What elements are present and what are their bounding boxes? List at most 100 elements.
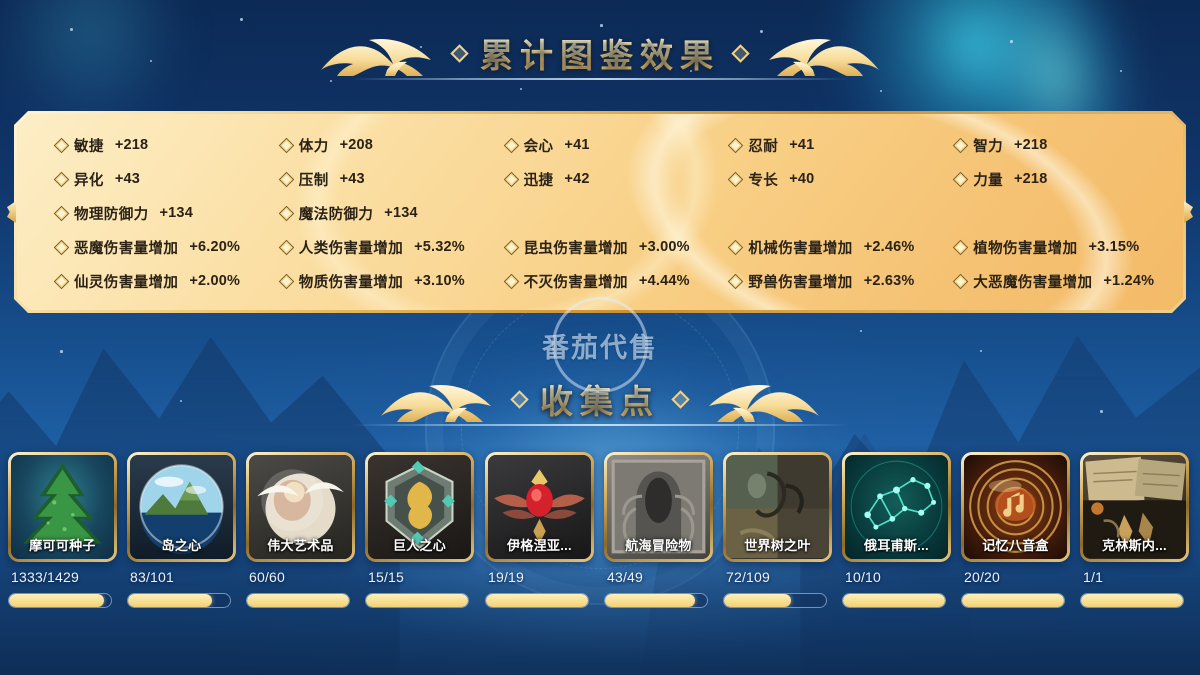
stat-label: 机械伤害量增加 — [748, 240, 853, 257]
collection-card[interactable]: 世界树之叶 72/109 — [723, 452, 832, 608]
card-label: 世界树之叶 — [744, 538, 811, 553]
collection-title: 收集点 — [540, 375, 660, 423]
stats-grid: 敏捷 +218 体力 +208 会心 +41 忍耐 +41 智力 +218 异化 +43 压制 +43 迅捷… — [14, 111, 1186, 313]
card-progress-fill — [247, 594, 349, 607]
stat-value: +134 — [159, 205, 193, 221]
card-label: 克林斯内... — [1102, 538, 1167, 553]
section-header-cumulative-effects: 累计图鉴效果 — [0, 22, 1200, 84]
card-frame[interactable]: 伊格涅亚... — [485, 452, 594, 562]
star — [1100, 410, 1103, 413]
card-frame[interactable]: 俄耳甫斯... — [842, 452, 951, 562]
card-label: 伊格涅亚... — [507, 538, 572, 553]
card-progress-bar[interactable] — [365, 593, 469, 608]
cumulative-effects-panel: 敏捷 +218 体力 +208 会心 +41 忍耐 +41 智力 +218 异化 +43 压制 +43 迅捷… — [7, 111, 1193, 313]
star — [980, 350, 983, 353]
card-count: 19/19 — [488, 569, 525, 585]
card-progress-bar[interactable] — [1080, 593, 1184, 608]
stat-value: +40 — [789, 171, 815, 187]
card-frame[interactable]: 巨人之心 — [365, 452, 474, 562]
stat-entry: 不灭伤害量增加 +4.44% — [503, 264, 731, 298]
stat-entry: 仙灵伤害量增加 +2.00% — [53, 264, 281, 298]
diamond-left-icon — [450, 43, 469, 63]
star — [860, 330, 862, 332]
card-progress-bar[interactable] — [127, 593, 231, 608]
star — [240, 18, 243, 21]
stat-label: 物理防御力 — [74, 206, 149, 223]
card-progress-bar[interactable] — [485, 593, 589, 608]
stat-entry: 异化 +43 — [53, 162, 281, 196]
stat-label: 智力 — [973, 138, 1003, 155]
stat-label: 不灭伤害量增加 — [523, 274, 628, 291]
card-frame[interactable]: 世界树之叶 — [723, 452, 832, 562]
stat-label: 野兽伤害量增加 — [748, 274, 853, 291]
bullet-diamond-icon — [53, 137, 70, 153]
card-count: 10/10 — [845, 569, 882, 585]
stat-value: +134 — [384, 205, 418, 221]
card-frame[interactable]: 伟大艺术品 — [246, 452, 355, 562]
card-progress-bar[interactable] — [723, 593, 827, 608]
section-header-collection-points: 收集点 — [0, 370, 1200, 428]
collection-card[interactable]: 航海冒险物 43/49 — [604, 452, 713, 608]
card-artwork-icon: 伊格涅亚... — [488, 455, 591, 559]
stat-label: 敏捷 — [74, 138, 104, 155]
star — [600, 24, 603, 27]
card-label: 巨人之心 — [392, 538, 447, 553]
collection-card[interactable]: 俄耳甫斯... 10/10 — [842, 452, 951, 608]
stat-value: +2.46% — [863, 239, 915, 255]
stat-entry: 智力 +218 — [952, 128, 1180, 162]
bullet-diamond-icon — [53, 239, 70, 255]
card-label: 航海冒险物 — [625, 538, 692, 553]
card-artwork-icon: 航海冒险物 — [607, 455, 710, 559]
stat-value: +218 — [114, 137, 149, 153]
stat-entry: 体力 +208 — [278, 128, 506, 162]
stat-value: +2.63% — [863, 273, 915, 289]
stat-label: 恶魔伤害量增加 — [74, 240, 179, 257]
card-progress-bar[interactable] — [961, 593, 1065, 608]
card-frame[interactable]: 记忆八音盒 — [961, 452, 1070, 562]
collection-card[interactable]: 摩可可种子 1333/1429 — [8, 452, 117, 608]
card-artwork-icon: 伟大艺术品 — [249, 455, 352, 559]
stat-entry: 昆虫伤害量增加 +3.00% — [503, 230, 731, 264]
card-progress-bar[interactable] — [604, 593, 708, 608]
card-artwork-icon: 克林斯内... — [1083, 455, 1186, 559]
stat-value: +6.20% — [189, 239, 241, 255]
card-progress-bar[interactable] — [8, 593, 112, 608]
stat-value: +218 — [1014, 137, 1048, 153]
stat-value: +3.10% — [414, 273, 465, 289]
stat-label: 仙灵伤害量增加 — [74, 274, 179, 291]
card-progress-fill — [486, 594, 588, 607]
collection-card[interactable]: 克林斯内... 1/1 — [1080, 452, 1189, 608]
bullet-diamond-icon — [728, 137, 744, 153]
stat-value: +1.24% — [1103, 273, 1155, 289]
stat-entry: 力量 +218 — [952, 162, 1180, 196]
card-frame[interactable]: 克林斯内... — [1080, 452, 1189, 562]
collection-card[interactable]: 伊格涅亚... 19/19 — [485, 452, 594, 608]
bullet-diamond-icon — [53, 171, 70, 187]
stat-label: 物质伤害量增加 — [298, 274, 404, 291]
stat-entry: 机械伤害量增加 +2.46% — [728, 230, 955, 264]
stat-value: +5.32% — [414, 239, 465, 255]
card-progress-bar[interactable] — [842, 593, 946, 608]
stat-label: 大恶魔伤害量增加 — [973, 274, 1093, 291]
stat-value: +4.44% — [638, 273, 690, 289]
card-progress-bar[interactable] — [246, 593, 350, 608]
card-frame[interactable]: 航海冒险物 — [604, 452, 713, 562]
card-label: 岛之心 — [161, 538, 202, 553]
card-frame[interactable]: 摩可可种子 — [8, 452, 117, 562]
collection-card[interactable]: 伟大艺术品 60/60 — [246, 452, 355, 608]
page-title: 累计图鉴效果 — [480, 29, 720, 77]
collection-card[interactable]: 岛之心 83/101 — [127, 452, 236, 608]
stat-label: 会心 — [523, 138, 554, 155]
collection-card[interactable]: 记忆八音盒 20/20 — [961, 452, 1070, 608]
stat-value: +3.00% — [638, 239, 690, 255]
star — [520, 88, 523, 91]
stat-entry: 魔法防御力 +134 — [278, 196, 506, 230]
card-frame[interactable]: 岛之心 — [127, 452, 236, 562]
stat-value: +2.00% — [189, 273, 241, 289]
star — [880, 90, 883, 93]
card-count: 1333/1429 — [11, 569, 79, 585]
collection-card[interactable]: 巨人之心 15/15 — [365, 452, 474, 608]
stat-value: +208 — [339, 137, 374, 153]
card-label: 伟大艺术品 — [267, 538, 334, 553]
card-artwork-icon: 世界树之叶 — [726, 455, 829, 559]
